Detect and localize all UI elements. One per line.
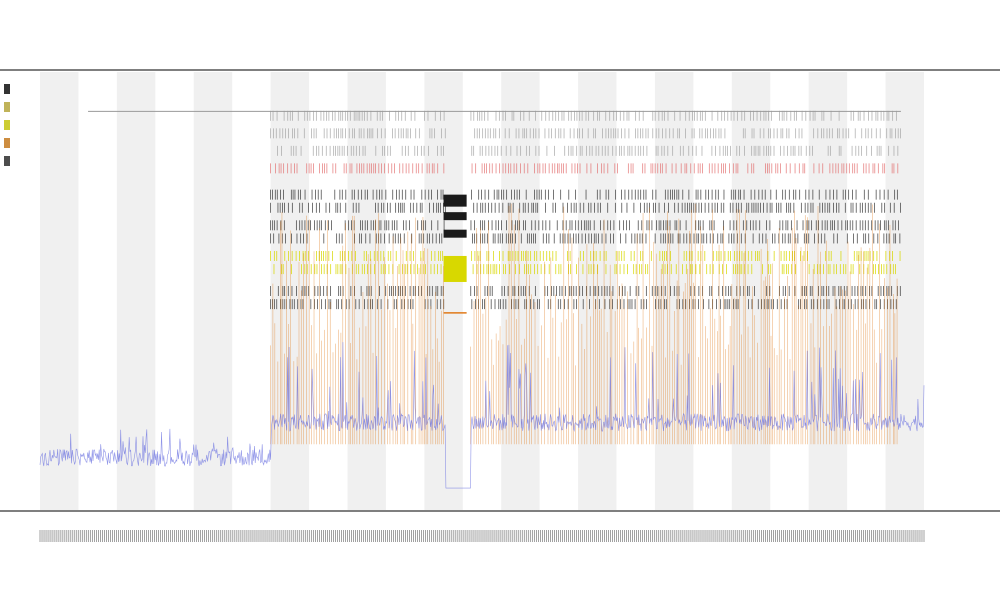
marked-block-black (443, 212, 467, 221)
blue-series-line (39, 342, 925, 489)
marked-block-black (443, 194, 467, 207)
tick-row (270, 233, 901, 244)
marked-block-black (443, 229, 467, 238)
legend-swatch (4, 138, 10, 148)
shaded-band (193, 72, 233, 510)
shaded-band (40, 72, 79, 510)
legend-swatch (4, 102, 10, 112)
tick-row (270, 163, 899, 174)
legend-swatch (4, 120, 10, 130)
legend-swatch (4, 156, 10, 166)
tick-row (277, 145, 899, 156)
tick-row (270, 250, 901, 261)
shaded-band (731, 72, 771, 510)
shaded-band (501, 72, 540, 510)
tick-row (270, 299, 897, 310)
tick-row (270, 189, 898, 200)
legend-swatch (4, 84, 10, 94)
marked-block-yellow (443, 255, 467, 282)
tick-row (270, 128, 901, 139)
x-tick-strip (39, 530, 925, 542)
tick-row (270, 110, 897, 121)
shaded-band (270, 72, 310, 510)
tick-row (270, 202, 901, 213)
tick-row (270, 220, 900, 231)
